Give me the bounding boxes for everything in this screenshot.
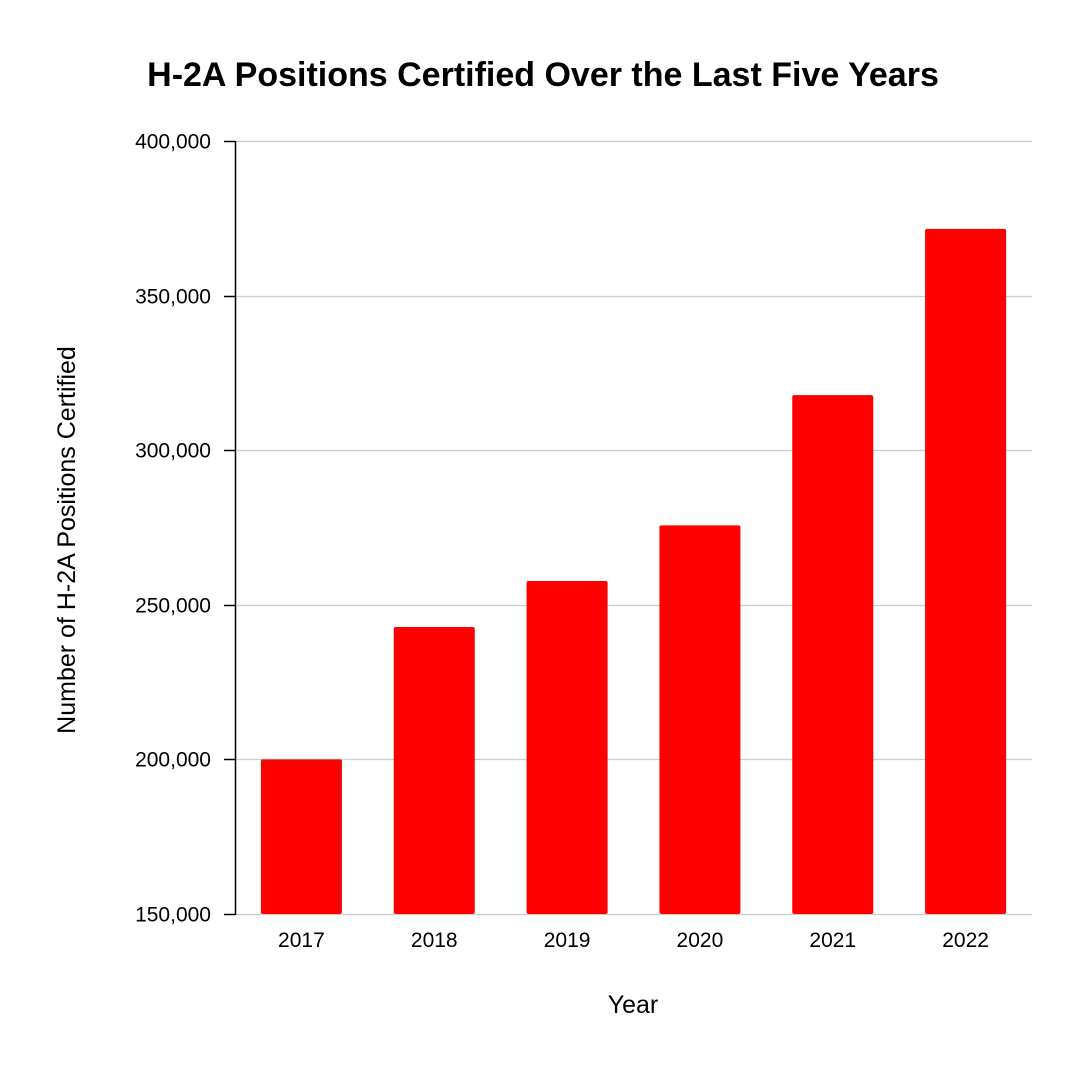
bar bbox=[659, 525, 741, 914]
y-axis-title: Number of H-2A Positions Certified bbox=[53, 346, 81, 734]
bar bbox=[792, 395, 874, 914]
y-tick-label: 250,000 bbox=[135, 595, 211, 618]
axes bbox=[224, 140, 237, 916]
bars bbox=[260, 228, 1007, 914]
bar bbox=[260, 759, 342, 914]
bar bbox=[526, 580, 608, 914]
x-axis-title: Year bbox=[608, 991, 659, 1019]
x-tick-label: 2017 bbox=[278, 929, 325, 952]
x-tick-label: 2021 bbox=[809, 929, 856, 952]
x-tick-label: 2019 bbox=[544, 929, 591, 952]
chart-title: H-2A Positions Certified Over the Last F… bbox=[147, 56, 939, 94]
y-tick-label: 200,000 bbox=[135, 749, 211, 772]
x-tick-label: 2022 bbox=[942, 929, 989, 952]
x-tick-label: 2020 bbox=[677, 929, 724, 952]
y-tick-label: 150,000 bbox=[135, 904, 211, 927]
y-tick-label: 400,000 bbox=[135, 131, 211, 154]
y-tick-labels: 150,000 200,000 250,000 300,000 350,000 400,0… bbox=[135, 131, 211, 927]
bar bbox=[393, 627, 475, 914]
y-tick-label: 300,000 bbox=[135, 440, 211, 463]
bar bbox=[925, 228, 1007, 914]
x-tick-label: 2018 bbox=[411, 929, 458, 952]
gridlines bbox=[235, 140, 1032, 916]
x-tick-labels: 2017 2018 2019 2020 2021 2022 bbox=[278, 929, 989, 952]
y-tick-label: 350,000 bbox=[135, 286, 211, 309]
